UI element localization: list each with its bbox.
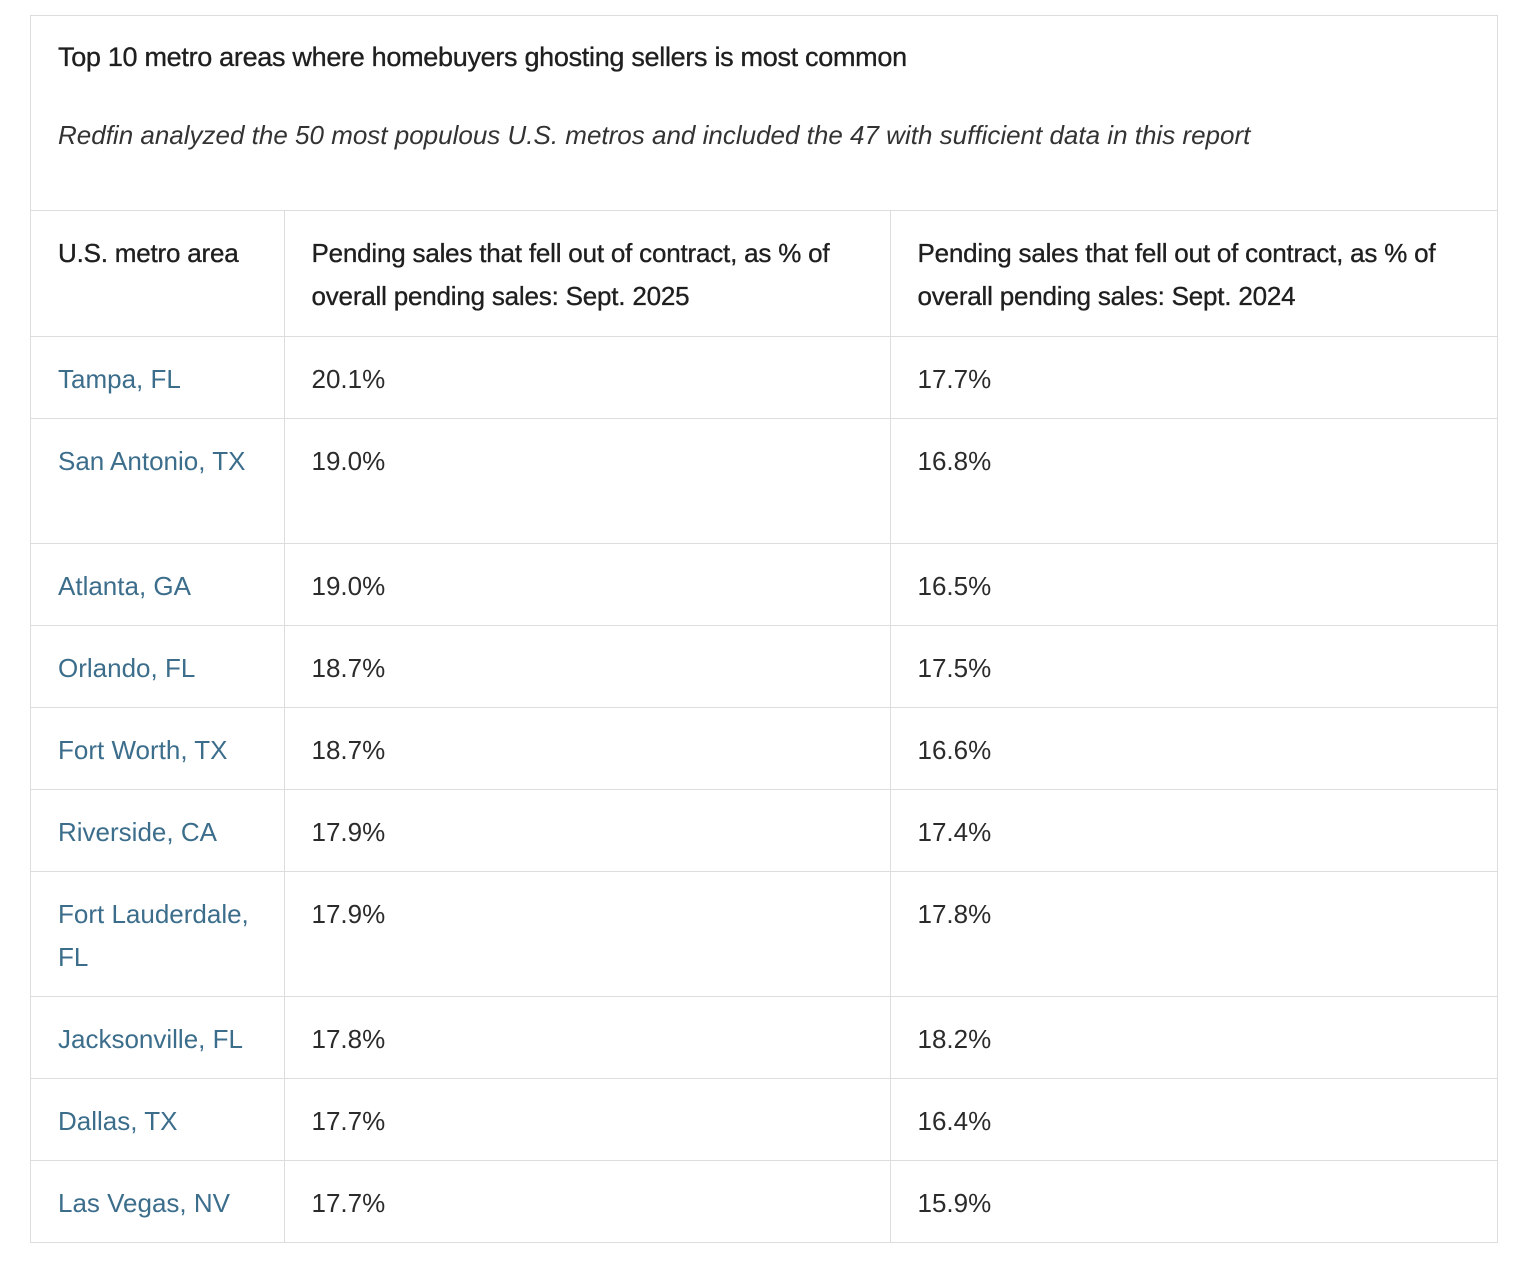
table-row: Atlanta, GA 19.0% 16.5% [31,543,1497,626]
value-sept-2024: 16.6% [890,707,1497,790]
value-sept-2024: 16.8% [890,418,1497,544]
metro-link[interactable]: Atlanta, GA [31,543,285,626]
metro-link[interactable]: Dallas, TX [31,1078,285,1161]
table-title: Top 10 metro areas where homebuyers ghos… [58,42,907,72]
value-sept-2024: 17.7% [890,336,1497,419]
value-sept-2024: 16.4% [890,1078,1497,1161]
table-caption: Top 10 metro areas where homebuyers ghos… [31,16,1497,211]
value-sept-2025: 18.7% [284,625,891,708]
value-sept-2024: 17.8% [890,871,1497,997]
metro-link[interactable]: Riverside, CA [31,789,285,872]
table-row: Fort Lauderdale, FL 17.9% 17.8% [31,871,1497,997]
value-sept-2024: 17.5% [890,625,1497,708]
data-table-card: Top 10 metro areas where homebuyers ghos… [30,15,1498,1243]
value-sept-2025: 17.9% [284,789,891,872]
header-sept-2025: Pending sales that fell out of contract,… [284,211,891,337]
table-row: San Antonio, TX 19.0% 16.8% [31,418,1497,544]
metro-link[interactable]: San Antonio, TX [31,418,285,544]
metro-link[interactable]: Fort Lauderdale, FL [31,871,285,997]
metro-link[interactable]: Fort Worth, TX [31,707,285,790]
table-row: Riverside, CA 17.9% 17.4% [31,789,1497,872]
value-sept-2025: 17.9% [284,871,891,997]
metro-link[interactable]: Tampa, FL [31,336,285,419]
value-sept-2025: 17.7% [284,1160,891,1242]
value-sept-2025: 17.8% [284,996,891,1079]
value-sept-2024: 16.5% [890,543,1497,626]
table-header: U.S. metro area Pending sales that fell … [31,211,1497,337]
value-sept-2024: 18.2% [890,996,1497,1079]
table-row: Jacksonville, FL 17.8% 18.2% [31,996,1497,1079]
table-row: Fort Worth, TX 18.7% 16.6% [31,707,1497,790]
value-sept-2025: 20.1% [284,336,891,419]
table-body: Tampa, FL 20.1% 17.7% San Antonio, TX 19… [31,336,1497,1242]
metro-link[interactable]: Las Vegas, NV [31,1160,285,1242]
value-sept-2025: 19.0% [284,418,891,544]
value-sept-2025: 17.7% [284,1078,891,1161]
metro-table: U.S. metro area Pending sales that fell … [31,211,1497,1242]
table-subtitle: Redfin analyzed the 50 most populous U.S… [58,120,1251,150]
metro-link[interactable]: Jacksonville, FL [31,996,285,1079]
table-row: Orlando, FL 18.7% 17.5% [31,625,1497,708]
value-sept-2024: 15.9% [917,1187,992,1218]
metro-link[interactable]: Orlando, FL [31,625,285,708]
value-sept-2024: 17.4% [890,789,1497,872]
header-metro-area: U.S. metro area [31,211,285,337]
header-sept-2024: Pending sales that fell out of contract,… [890,211,1497,337]
header-row: U.S. metro area Pending sales that fell … [31,211,1497,337]
value-sept-2025: 18.7% [284,707,891,790]
table-row: Dallas, TX 17.7% 16.4% [31,1078,1497,1161]
value-sept-2025: 19.0% [284,543,891,626]
table-row: Tampa, FL 20.1% 17.7% [31,336,1497,419]
table-row: Las Vegas, NV 17.7% 15.9% [31,1160,1497,1242]
